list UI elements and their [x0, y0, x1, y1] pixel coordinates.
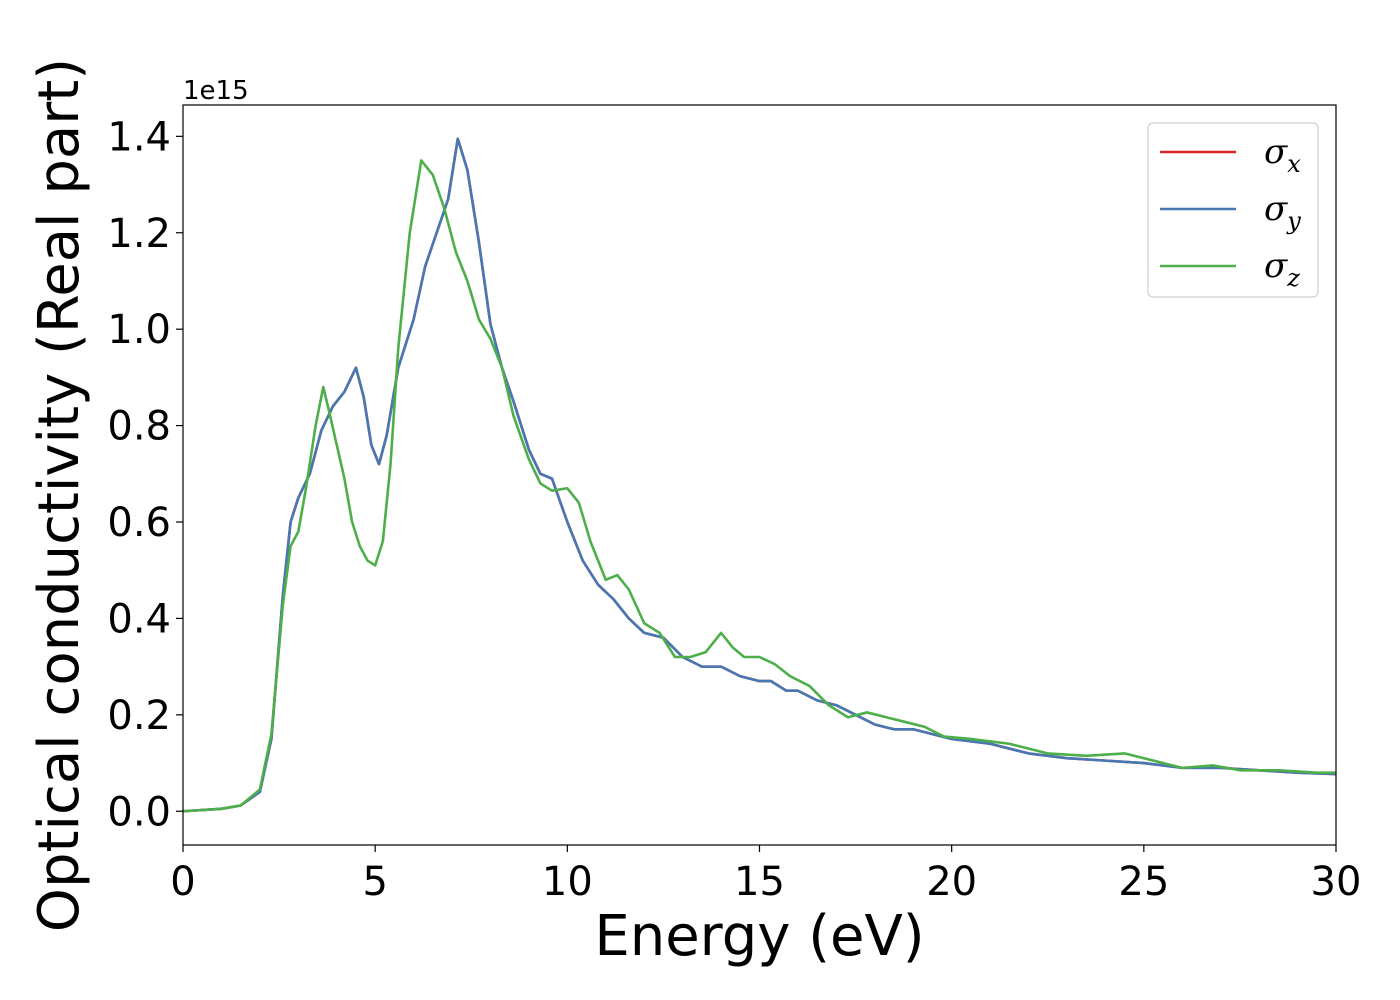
y-tick-label: 1.0	[107, 307, 171, 353]
legend-label-y: σy	[1264, 189, 1301, 235]
y-tick-label: 1.4	[107, 114, 171, 160]
x-tick-label: 10	[542, 859, 593, 905]
x-tick-label: 30	[1311, 859, 1362, 905]
legend: σx σy σz	[1147, 122, 1319, 298]
x-axis-label: Energy (eV)	[594, 904, 924, 969]
y-tick-label: 0.4	[107, 596, 171, 642]
y-tick-label: 0.2	[107, 693, 171, 739]
series-line-z	[183, 159, 1336, 813]
y-tick-label: 0.8	[107, 404, 171, 450]
y-tick-label: 0.0	[107, 789, 171, 835]
x-axis-ticks: 0 5 10 15 20 25 30	[170, 845, 1361, 905]
y-tick-label: 1.2	[107, 211, 171, 257]
series-layer	[183, 137, 1336, 813]
y-axis-offset-label: 1e15	[183, 76, 249, 106]
y-axis-ticks: 0.0 0.2 0.4 0.6 0.8 1.0 1.2 1.4	[107, 114, 183, 835]
x-tick-label: 20	[926, 859, 977, 905]
x-tick-label: 5	[362, 859, 387, 905]
legend-label-z: σz	[1264, 246, 1300, 292]
x-tick-label: 0	[170, 859, 195, 905]
legend-label-x: σx	[1264, 132, 1301, 178]
x-tick-label: 25	[1118, 859, 1169, 905]
y-tick-label: 0.6	[107, 500, 171, 546]
x-tick-label: 15	[734, 859, 785, 905]
y-axis-label: Optical conductivity (Real part)	[27, 58, 92, 932]
